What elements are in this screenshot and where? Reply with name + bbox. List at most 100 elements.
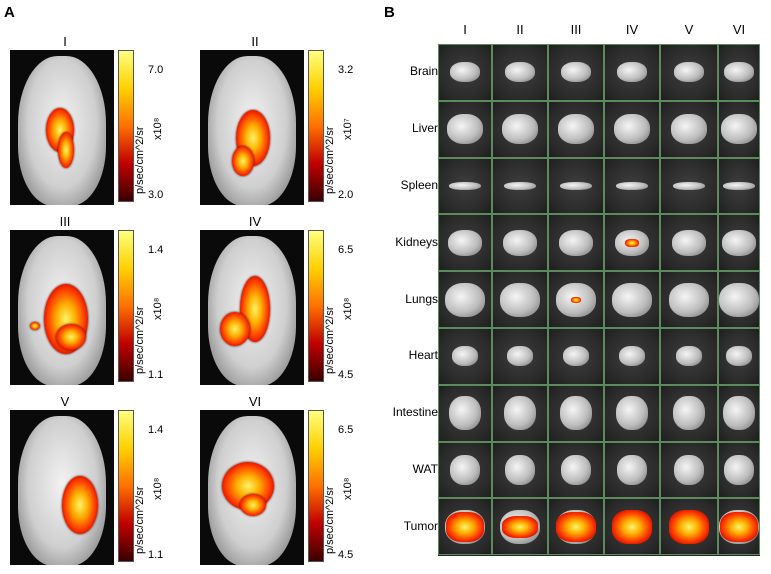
organ-image-cell [718,271,760,328]
tumor-signal-spot [669,509,709,544]
colorbar-max-label: 7.0 [148,64,164,76]
organ-image-cell [548,157,604,215]
tumor-signal-blob [58,132,74,168]
organ-image-cell [660,100,718,158]
mouse-label: III [59,214,71,229]
organ-image-cell [604,384,660,442]
colorbar-exponent-label: x10⁸ [342,477,354,500]
organ-shape [726,346,752,367]
organ-shape [719,282,759,317]
tumor-signal-spot [625,238,639,247]
colorbar-min-label: 3.0 [148,189,164,201]
organ-shape [449,396,481,431]
colorbar-max-label: 6.5 [338,244,354,256]
mouse-bioluminescence-image [200,50,304,205]
colorbar-unit-label: p/sec/cm^2/sr [324,126,336,194]
colorbar-unit-label: p/sec/cm^2/sr [324,306,336,374]
colorbar-max-label: 1.4 [148,244,164,256]
colorbar-min-label: 1.1 [148,369,164,381]
organ-image-cell [492,328,548,385]
organ-shape [617,62,647,83]
organ-shape [445,282,485,317]
colorbar-exponent-label: x10⁸ [152,477,164,500]
organ-image-cell [660,214,718,272]
organ-image-cell [438,498,492,556]
organ-shape [721,114,757,145]
organ-shape [449,181,481,190]
organ-image-cell [660,44,718,101]
organ-image-cell [548,271,604,328]
organ-shape [722,229,756,256]
tumor-signal-blob [62,476,98,534]
organ-shape [560,396,592,431]
organ-shape [672,229,706,256]
colorbar [118,230,134,382]
mouse-panel-4: IV 6.5 4.5 p/sec/cm^2/sr x10⁸ [200,214,380,394]
organ-shape [674,454,704,485]
organ-shape [505,454,535,485]
mouse-panel-2: II 3.2 2.0 p/sec/cm^2/sr x10⁷ [200,34,380,214]
mouse-label: V [60,394,70,409]
organ-image-cell [660,271,718,328]
mouse-panel-5: V 1.4 1.1 p/sec/cm^2/sr x10⁸ [10,394,190,574]
organ-image-cell [548,328,604,385]
organ-image-cell [604,157,660,215]
colorbar [118,50,134,202]
organ-image-cell [492,441,548,499]
organ-image-cell [718,384,760,442]
mouse-bioluminescence-image [10,230,114,385]
organ-shape [723,396,755,431]
organ-shape [452,346,478,367]
mouse-label: VI [248,394,262,409]
mouse-bioluminescence-image [10,50,114,205]
colorbar-exponent-label: x10⁷ [342,118,354,140]
tumor-signal-blob [232,146,254,176]
mouse-bioluminescence-image [200,230,304,385]
row-label: Spleen [400,178,438,192]
tumor-signal-spot [446,511,484,542]
tumor-signal-blob [220,312,250,346]
organ-image-cell [718,498,760,556]
organ-image-cell [660,384,718,442]
organ-image-cell [660,441,718,499]
organ-shape [558,114,594,145]
organ-image-cell [604,214,660,272]
row-label: Intestine [392,405,438,420]
tumor-signal-blob [240,494,266,516]
organ-image-cell [438,214,492,272]
row-label: Tumor [403,518,438,533]
colorbar [308,230,324,382]
organ-shape [561,62,591,83]
organ-shape [447,114,483,145]
mouse-label: II [251,34,259,49]
organ-shape [723,181,755,190]
organ-image-cell [604,44,660,101]
colorbar [308,50,324,202]
panel-a-letter: A [4,4,15,21]
row-label: Brain [409,64,438,79]
colorbar [308,410,324,562]
organ-image-cell [438,44,492,101]
organ-image-cell [718,44,760,101]
organ-image-cell [548,441,604,499]
organ-shape [450,62,480,83]
organ-image-cell [492,157,548,215]
organ-image-cell [492,214,548,272]
organ-shape [561,454,591,485]
colorbar-exponent-label: x10⁸ [342,297,354,320]
organ-shape [619,346,645,367]
organ-shape [448,229,482,256]
organ-image-cell [548,214,604,272]
organ-shape [614,114,650,145]
panel-b-letter: B [384,4,395,21]
colorbar-min-label: 4.5 [338,549,354,561]
organ-image-cell [492,100,548,158]
organ-shape [502,114,538,145]
column-header: II [516,22,524,37]
column-header: IV [625,22,639,37]
row-label: Kidneys [395,234,438,249]
colorbar-max-label: 1.4 [148,424,164,436]
organ-shape [671,114,707,145]
organ-shape [674,62,704,83]
organ-image-cell [718,157,760,215]
